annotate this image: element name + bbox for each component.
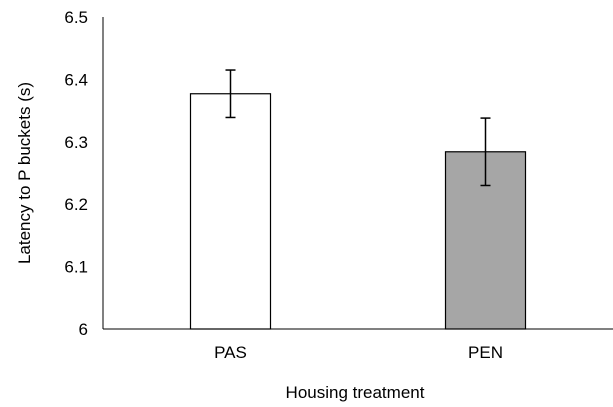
error-bar-pas xyxy=(225,69,236,119)
y-axis-title: Latency to P buckets (s) xyxy=(15,82,34,264)
x-tick-label-pas: PAS xyxy=(214,343,247,362)
error-bars xyxy=(225,69,491,187)
y-axis: 6 6.1 6.2 6.3 6.4 6.5 xyxy=(64,8,104,339)
x-axis: PAS PEN xyxy=(103,328,613,362)
x-tick-labels: PAS PEN xyxy=(214,343,503,362)
y-tick-labels: 6 6.1 6.2 6.3 6.4 6.5 xyxy=(64,8,88,339)
y-tick-label: 6.5 xyxy=(64,8,88,27)
x-tick-label-pen: PEN xyxy=(468,343,503,362)
y-tick-label: 6.1 xyxy=(64,258,88,277)
x-axis-title: Housing treatment xyxy=(286,383,425,402)
bar-pas xyxy=(189,93,272,330)
y-tick-label: 6.2 xyxy=(64,195,88,214)
y-tick-label: 6 xyxy=(79,320,88,339)
error-bar-pen xyxy=(480,117,491,187)
y-tick-label: 6.3 xyxy=(64,133,88,152)
y-tick-label: 6.4 xyxy=(64,70,88,89)
bars xyxy=(189,93,527,330)
